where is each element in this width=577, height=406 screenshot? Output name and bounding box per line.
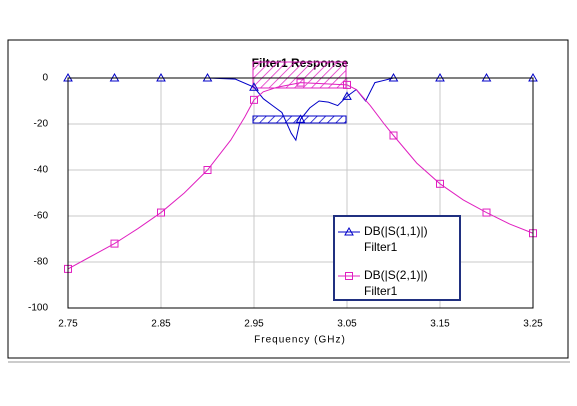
y-tick-label: -100 [28,303,48,314]
legend-label: DB(|S(1,1)|) [364,224,428,238]
y-tick-label: -40 [34,165,49,176]
x-tick-label: 2.95 [244,319,264,330]
y-tick-label: -60 [34,211,49,222]
marker [342,91,352,100]
legend-label: DB(|S(2,1)|) [364,268,428,282]
marker [295,114,306,123]
marker [345,272,353,280]
marker [344,226,354,236]
marker [110,239,119,248]
plot-border [67,77,534,309]
series-line [68,77,533,142]
marker [250,95,258,104]
marker [389,131,398,140]
marker [296,78,305,87]
marker [203,166,212,174]
x-tick-label: 2.85 [151,319,171,330]
marker [343,80,351,89]
legend-box [333,215,461,301]
marker [436,179,444,188]
chart-frame [7,39,569,359]
y-tick-label: -20 [34,119,49,130]
x-tick-label: 3.15 [430,319,450,330]
legend-document: Filter1 [364,284,398,298]
marker [157,208,165,217]
x-axis-label: Frequency (GHz) [254,335,346,346]
marker [249,82,259,91]
y-tick-label: 0 [42,73,48,84]
y-tick-label: -80 [34,257,49,268]
goal-s21 [252,61,347,89]
x-tick-label: 2.75 [58,319,78,330]
x-tick-label: 3.25 [523,319,543,330]
marker [482,208,491,217]
legend: DB(|S(1,1)|) Filter1 DB(|S(2,1)|) Filter1 [333,215,461,301]
series-line [67,82,534,270]
x-tick-label: 3.05 [337,319,357,330]
legend-document: Filter1 [364,240,398,254]
